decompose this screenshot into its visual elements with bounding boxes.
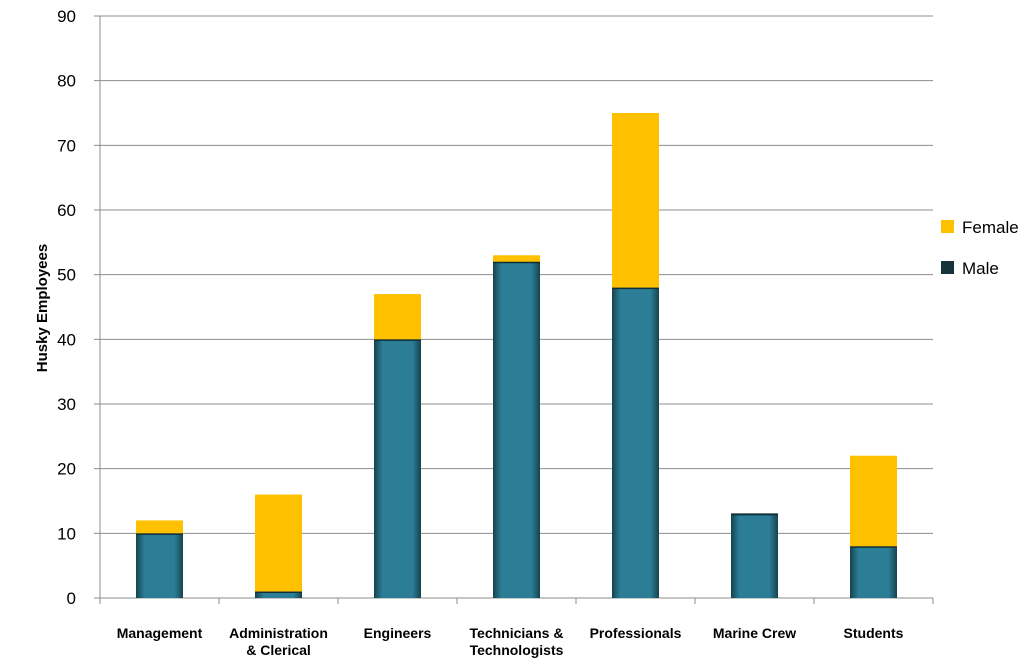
x-tick-label: Professionals — [590, 625, 682, 641]
bar-male-6 — [850, 546, 897, 598]
y-tick-label: 10 — [57, 524, 76, 543]
y-axis-label: Husky Employees — [34, 244, 51, 372]
legend-swatch-female — [941, 220, 954, 233]
bar-male-3 — [493, 261, 540, 598]
x-tick-label: Engineers — [364, 625, 432, 641]
y-tick-label: 60 — [57, 201, 76, 220]
legend-label-male: Male — [962, 259, 999, 278]
bar-male-0 — [136, 533, 183, 598]
y-tick-label: 20 — [57, 460, 76, 479]
x-tick-labels: Management Administration & Clerical Engine… — [117, 625, 904, 658]
y-tick-label: 90 — [57, 7, 76, 26]
y-tick-label: 30 — [57, 395, 76, 414]
y-tick-label: 50 — [57, 266, 76, 285]
x-tick-label: Marine Crew — [713, 625, 796, 641]
x-tick-label: Management — [117, 625, 203, 641]
legend-label-female: Female — [962, 218, 1019, 237]
legend-swatch-male — [941, 261, 954, 274]
bar-female-3 — [493, 255, 540, 262]
y-tick-label: 80 — [57, 72, 76, 91]
x-tick-label: Administration & Clerical — [229, 625, 328, 658]
y-tick-labels: 0 10 20 30 40 50 60 70 80 90 — [57, 7, 76, 608]
bar-male-5 — [731, 513, 778, 598]
y-tick-label: 40 — [57, 330, 76, 349]
bar-female-2 — [374, 294, 421, 340]
x-tick-label: Technicians & Technologists — [470, 625, 564, 658]
y-tick-label: 70 — [57, 136, 76, 155]
x-tick-label: Students — [844, 625, 904, 641]
bar-male-4 — [612, 287, 659, 598]
legend: Female Male — [941, 218, 1019, 278]
bar-male-1 — [255, 591, 302, 598]
bar-female-4 — [612, 113, 659, 288]
y-tick-label: 0 — [67, 589, 76, 608]
bar-female-1 — [255, 494, 302, 592]
bar-female-0 — [136, 520, 183, 534]
bars — [136, 113, 897, 598]
bar-female-6 — [850, 455, 897, 547]
bar-male-2 — [374, 339, 421, 598]
